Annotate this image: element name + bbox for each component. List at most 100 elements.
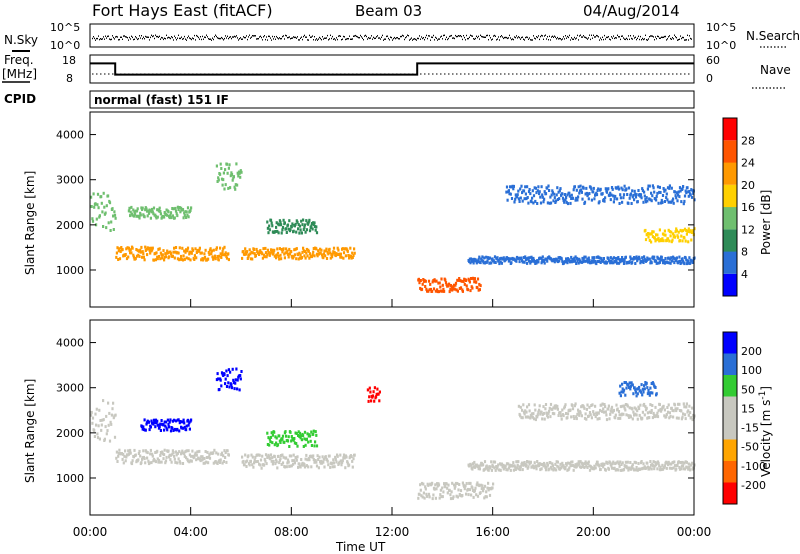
heatmap-cell bbox=[585, 464, 588, 468]
heatmap-cell bbox=[92, 192, 95, 196]
heatmap-cell bbox=[230, 386, 234, 390]
heatmap-cell bbox=[442, 490, 445, 494]
heatmap-cell bbox=[137, 253, 140, 257]
heatmap-cell bbox=[239, 374, 242, 377]
noise-point bbox=[257, 38, 258, 40]
heatmap-cell bbox=[253, 248, 256, 251]
heatmap-cell bbox=[225, 255, 228, 258]
heatmap-cell bbox=[334, 254, 337, 258]
heatmap-cell bbox=[195, 256, 198, 260]
beam-label: Beam 03 bbox=[355, 2, 422, 20]
heatmap-cell bbox=[152, 418, 156, 422]
heatmap-cell bbox=[525, 463, 528, 467]
heatmap-cell bbox=[676, 234, 679, 238]
heatmap-cell bbox=[173, 246, 176, 250]
heatmap-cell bbox=[655, 194, 658, 198]
noise-point bbox=[98, 35, 99, 37]
heatmap-cell bbox=[587, 192, 590, 196]
noise-point bbox=[655, 36, 656, 38]
heatmap-cell bbox=[651, 235, 654, 239]
noise-point bbox=[108, 35, 109, 37]
heatmap-cell bbox=[685, 232, 688, 236]
heatmap-cell bbox=[650, 382, 653, 385]
heatmap-cell bbox=[665, 192, 668, 196]
heatmap-cell bbox=[669, 261, 672, 265]
heatmap-cell bbox=[225, 256, 229, 260]
heatmap-cell bbox=[178, 429, 181, 433]
noise-point bbox=[221, 36, 222, 39]
heatmap-cell bbox=[207, 250, 210, 254]
heatmap-cell bbox=[507, 462, 510, 466]
heatmap-cell bbox=[622, 196, 625, 200]
heatmap-cell bbox=[120, 452, 123, 455]
heatmap-cell bbox=[549, 402, 553, 406]
heatmap-cell bbox=[105, 432, 108, 436]
heatmap-cell bbox=[325, 257, 329, 260]
heatmap-cell bbox=[433, 487, 436, 491]
heatmap-cell bbox=[159, 257, 162, 261]
noise-point bbox=[481, 35, 482, 38]
noise-point bbox=[341, 39, 342, 41]
noise-point bbox=[379, 37, 380, 39]
heatmap-cell bbox=[184, 210, 187, 214]
heatmap-cell bbox=[239, 169, 242, 173]
cpid-frame bbox=[89, 90, 695, 109]
heatmap-cell bbox=[668, 462, 671, 466]
heatmap-cell bbox=[270, 459, 273, 463]
noise-point bbox=[149, 39, 150, 41]
heatmap-cell bbox=[161, 256, 164, 260]
noise-point bbox=[475, 37, 476, 40]
heatmap-cell bbox=[376, 387, 379, 391]
heatmap-cell bbox=[688, 189, 691, 193]
heatmap-cell bbox=[517, 256, 520, 260]
heatmap-cell bbox=[687, 467, 690, 471]
heatmap-cell bbox=[169, 453, 173, 457]
heatmap-cell bbox=[129, 248, 132, 252]
heatmap-cell bbox=[276, 251, 280, 255]
heatmap-cell bbox=[644, 466, 648, 470]
heatmap-cell bbox=[367, 399, 370, 403]
heatmap-cell bbox=[202, 457, 205, 461]
heatmap-cell bbox=[348, 254, 351, 258]
heatmap-cell bbox=[617, 410, 621, 413]
heatmap-cell bbox=[224, 253, 227, 257]
noise-point bbox=[646, 39, 647, 41]
heatmap-cell bbox=[121, 457, 124, 461]
heatmap-cell bbox=[557, 190, 560, 194]
heatmap-cell bbox=[540, 410, 543, 414]
heatmap-cell bbox=[529, 416, 532, 420]
heatmap-cell bbox=[580, 190, 583, 194]
noise-point bbox=[502, 36, 503, 38]
heatmap-cell bbox=[558, 259, 561, 263]
heatmap-cell bbox=[303, 223, 307, 227]
heatmap-cell bbox=[180, 451, 183, 455]
heatmap-cell bbox=[648, 466, 651, 470]
heatmap-cell bbox=[475, 493, 478, 497]
heatmap-cell bbox=[666, 261, 669, 265]
heatmap-cell bbox=[680, 200, 683, 204]
noise-point bbox=[440, 36, 441, 38]
heatmap-cell bbox=[633, 386, 636, 390]
heatmap-cell bbox=[107, 423, 110, 427]
heatmap-cell bbox=[297, 465, 300, 469]
heatmap-cell bbox=[153, 421, 156, 425]
heatmap-cell bbox=[650, 391, 653, 395]
heatmap-cell bbox=[190, 251, 193, 255]
heatmap-cell bbox=[680, 234, 683, 238]
heatmap-cell bbox=[588, 468, 592, 472]
heatmap-cell bbox=[598, 417, 601, 421]
heatmap-cell bbox=[287, 460, 290, 464]
heatmap-cell bbox=[675, 467, 678, 471]
heatmap-cell bbox=[115, 456, 118, 460]
noise-point bbox=[329, 38, 330, 40]
heatmap-cell bbox=[199, 251, 202, 255]
heatmap-cell bbox=[473, 257, 476, 261]
heatmap-cell bbox=[222, 374, 225, 377]
heatmap-cell bbox=[646, 386, 649, 390]
heatmap-cell bbox=[587, 197, 590, 201]
heatmap-cell bbox=[273, 443, 276, 447]
heatmap-cell bbox=[471, 486, 474, 490]
heatmap-cell bbox=[90, 195, 93, 199]
nave-tick-bottom: 0 bbox=[706, 72, 713, 85]
heatmap-cell bbox=[465, 492, 468, 496]
